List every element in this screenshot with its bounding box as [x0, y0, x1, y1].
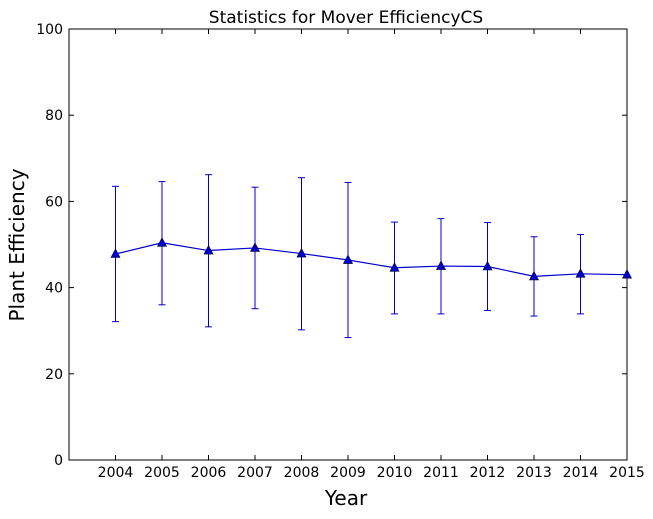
- series-lines: [115, 242, 628, 277]
- y-tick-label: 20: [45, 367, 63, 383]
- x-tick-label: 2004: [98, 465, 134, 481]
- data-point-marker: [622, 269, 632, 279]
- tick-labels: 2004 2005 2006 2007 2008 2009 2010 2011 2012 2013…: [36, 22, 645, 481]
- y-tick-label: 100: [36, 22, 63, 38]
- x-tick-label: 2010: [377, 465, 413, 481]
- axis-ticks: [69, 28, 628, 461]
- x-tick-label: 2014: [563, 465, 599, 481]
- data-point-marker: [575, 268, 586, 278]
- data-point-marker: [296, 247, 307, 258]
- x-tick-label: 2008: [284, 465, 320, 481]
- data-point-marker: [529, 270, 539, 281]
- chart-title: Statistics for Mover EfficiencyCS: [209, 8, 483, 28]
- data-point-marker: [110, 248, 121, 258]
- data-point-marker: [343, 254, 353, 264]
- x-tick-label: 2007: [237, 465, 273, 481]
- data-point-marker: [250, 242, 260, 252]
- data-point-marker: [436, 260, 446, 270]
- data-point-marker: [203, 244, 214, 255]
- series-markers: [110, 237, 632, 281]
- x-tick-label: 2005: [144, 465, 180, 481]
- y-tick-label: 0: [54, 453, 63, 469]
- y-tick-label: 60: [45, 194, 63, 210]
- x-tick-label: 2013: [516, 465, 552, 481]
- x-tick-label: 2015: [609, 465, 645, 481]
- y-tick-label: 40: [45, 281, 63, 297]
- x-tick-label: 2012: [470, 465, 506, 481]
- data-point-marker: [389, 262, 400, 272]
- x-tick-label: 2006: [191, 465, 227, 481]
- x-tick-label: 2009: [330, 465, 366, 481]
- data-point-marker: [482, 260, 493, 271]
- series-line: [115, 242, 628, 277]
- y-tick-label: 80: [45, 108, 63, 124]
- x-tick-label: 2011: [423, 465, 459, 481]
- y-axis-label: Plant Efficiency: [5, 168, 29, 321]
- data-point-marker: [157, 237, 167, 247]
- x-axis-label: Year: [324, 486, 368, 510]
